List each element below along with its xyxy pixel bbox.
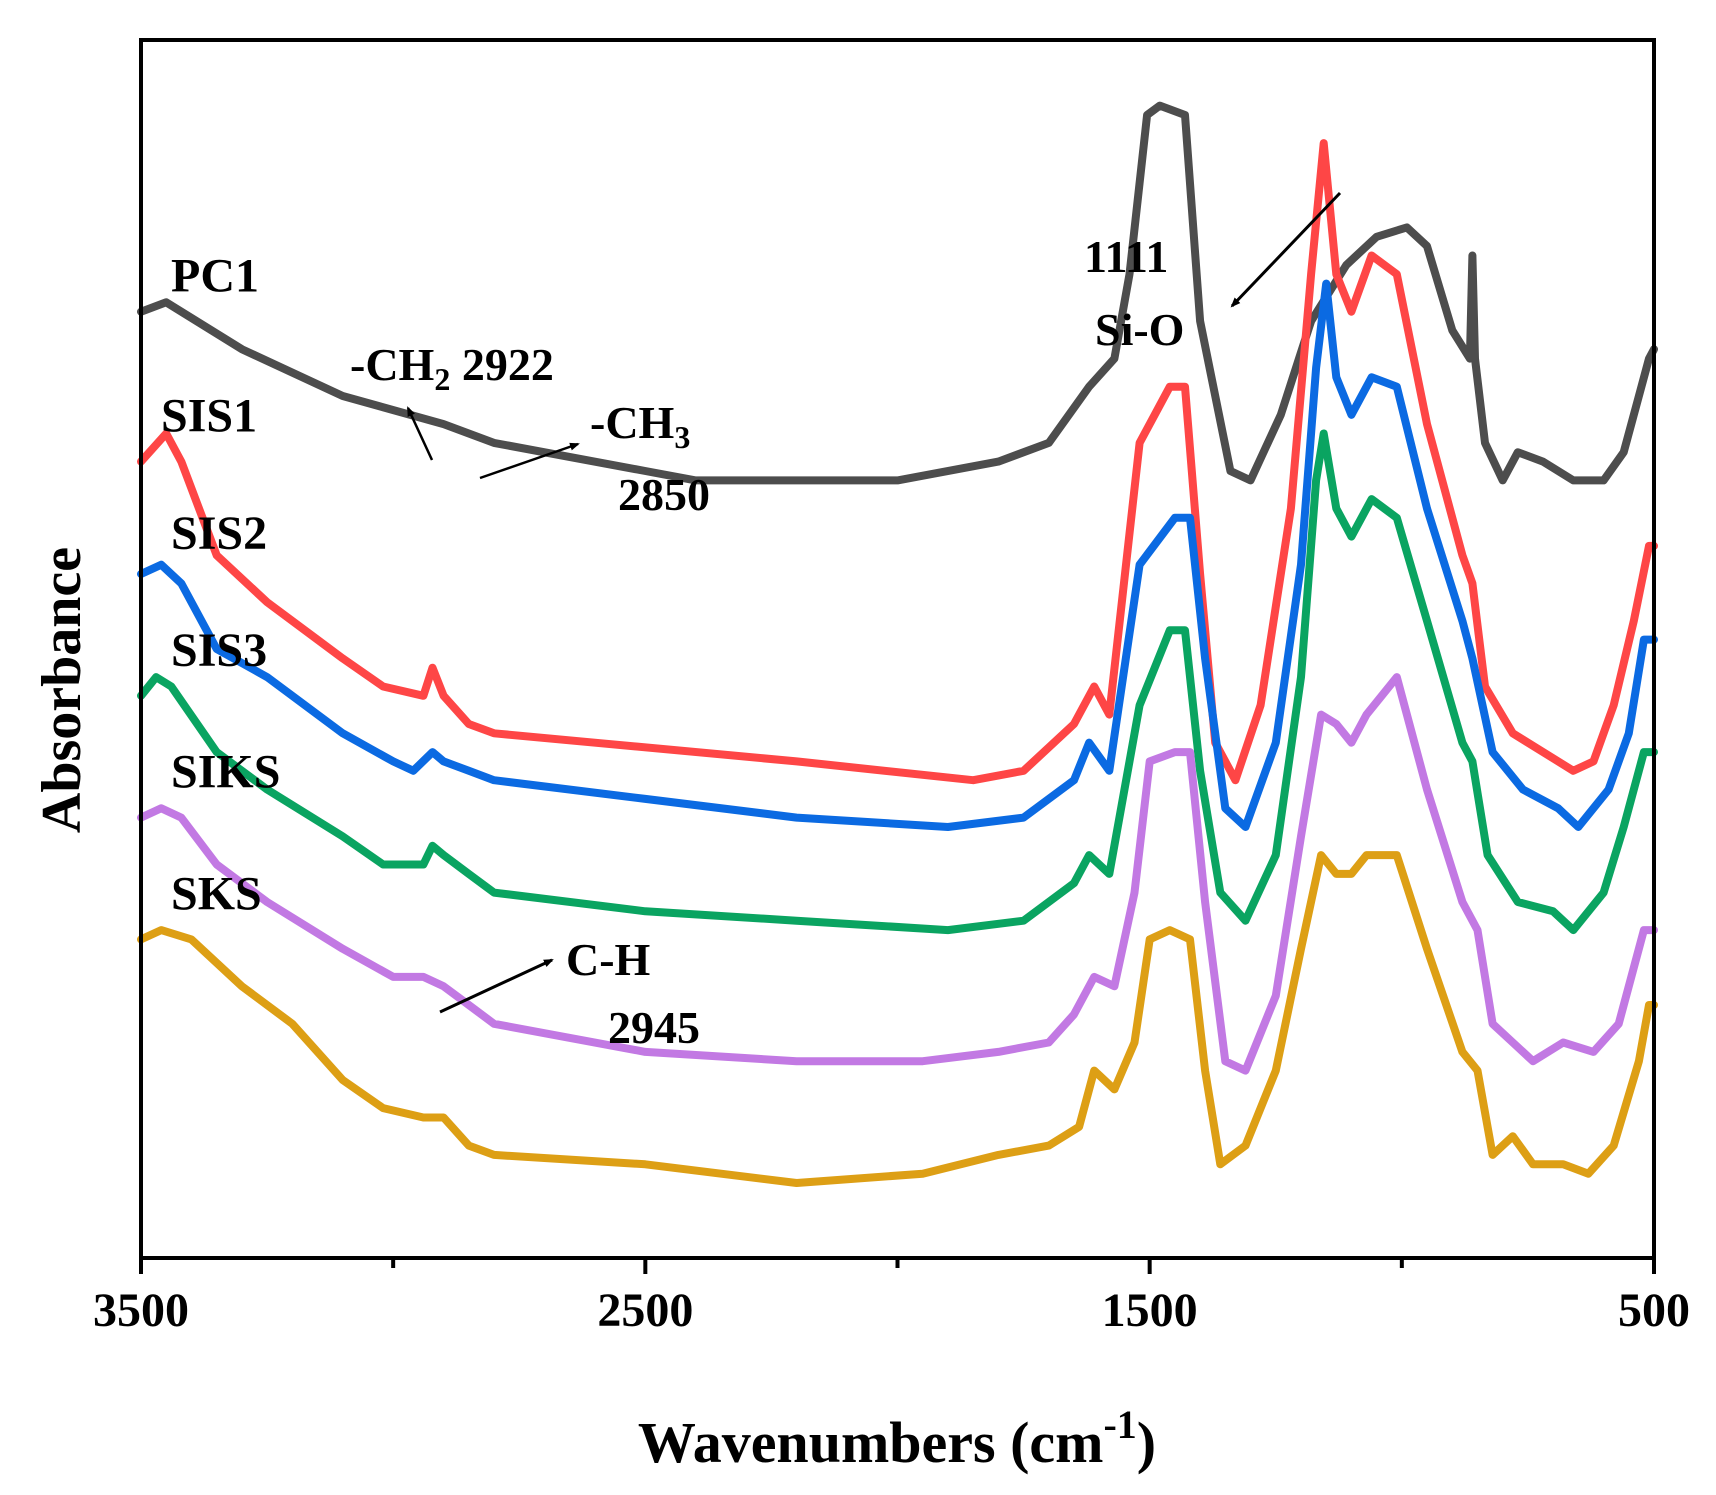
series-label-siks: SIKS: [171, 746, 280, 799]
series-line-sis1: [137, 139, 1658, 785]
series-line-sks: [137, 851, 1658, 1187]
annotation-2850: 2850: [618, 469, 710, 520]
series-line-sis3: [137, 429, 1658, 935]
series-line-siks: [137, 673, 1658, 1075]
annotation-ch2-label: -CH2 2922: [350, 339, 554, 397]
x-axis-ticks: 3500 2500 1500 500: [93, 1258, 1690, 1337]
series-label-sis2: SIS2: [171, 507, 267, 560]
x-tick-label-1500: 1500: [1102, 1284, 1198, 1337]
series-label-sis3: SIS3: [171, 624, 267, 677]
annotation-ch3-label: -CH3: [590, 397, 690, 455]
arrow-c-h: [439, 958, 554, 1014]
arrow-ch3: [479, 442, 580, 480]
arrow-ch2: [406, 406, 434, 461]
series-line-pc1: [137, 101, 1658, 485]
annotation-ch2: -CH2 2922: [350, 339, 554, 461]
annotation-si-o-label: Si-O: [1095, 304, 1184, 355]
series-label-sks: SKS: [171, 867, 262, 920]
x-tick-label-500: 500: [1618, 1284, 1690, 1337]
arrow-si-o: [1230, 191, 1342, 308]
series-line-sis2: [137, 279, 1658, 831]
x-tick-label-3500: 3500: [93, 1284, 189, 1337]
plot-frame: [139, 38, 1656, 1260]
series-label-sis1: SIS1: [161, 390, 257, 443]
x-tick-label-2500: 2500: [597, 1284, 693, 1337]
series-layer: [137, 101, 1658, 1187]
annotation-c-h: C-H 2945: [439, 934, 700, 1053]
annotation-si-o: 1111 Si-O: [1084, 191, 1342, 355]
x-axis-title: Wavenumbers (cm-1): [638, 1402, 1156, 1475]
series-labels: PC1 SIS1 SIS2 SIS3 SIKS SKS: [161, 250, 280, 921]
annotation-ch3: -CH3 2850: [479, 397, 710, 520]
annotation-c-h-label: C-H: [566, 934, 651, 985]
series-label-pc1: PC1: [171, 250, 259, 303]
annotation-1111: 1111: [1084, 231, 1168, 282]
y-axis-title: Absorbance: [31, 547, 93, 833]
annotation-2945: 2945: [608, 1002, 700, 1053]
